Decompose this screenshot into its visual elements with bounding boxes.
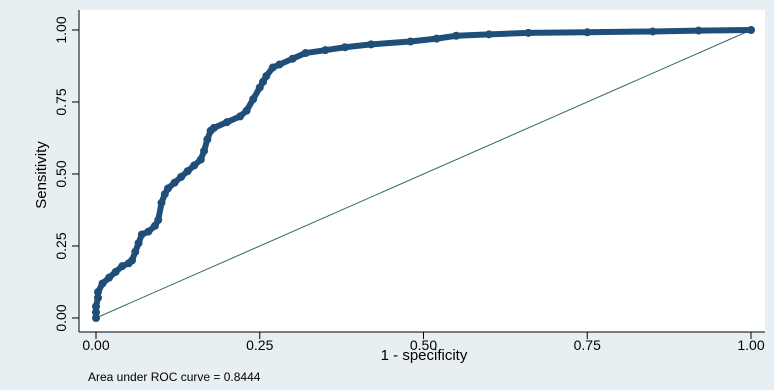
roc-point xyxy=(196,155,205,164)
roc-point xyxy=(164,184,173,193)
roc-point xyxy=(157,198,166,207)
y-axis-title: Sensitivity xyxy=(33,141,50,209)
x-tick-label: 0.00 xyxy=(82,337,109,353)
auc-note: Area under ROC curve = 0.8444 xyxy=(88,370,261,384)
roc-point xyxy=(183,167,192,176)
roc-point xyxy=(583,28,592,37)
y-tick-label: 0.00 xyxy=(53,304,69,331)
x-tick-label: 0.50 xyxy=(410,337,437,353)
roc-point xyxy=(98,279,107,288)
roc-point xyxy=(144,227,153,236)
x-tick-label: 1.00 xyxy=(737,337,764,353)
roc-point xyxy=(134,239,143,248)
roc-point xyxy=(367,40,376,49)
roc-point xyxy=(93,288,102,297)
roc-point xyxy=(242,106,251,115)
y-tick-label: 1.00 xyxy=(53,16,69,43)
roc-point xyxy=(170,178,179,187)
roc-point xyxy=(747,26,755,34)
roc-point xyxy=(485,30,493,39)
roc-point xyxy=(92,302,100,311)
roc-point xyxy=(128,256,137,265)
roc-point xyxy=(432,34,441,43)
y-tick-label: 0.75 xyxy=(53,88,69,115)
roc-point xyxy=(137,230,146,239)
roc-point xyxy=(92,314,100,322)
roc-point xyxy=(262,72,271,81)
plot-area xyxy=(79,10,765,332)
roc-point xyxy=(154,216,163,225)
roc-point xyxy=(131,247,140,256)
series-layer xyxy=(92,26,755,322)
roc-point xyxy=(321,46,330,55)
roc-point xyxy=(452,31,461,40)
y-tick-label: 0.50 xyxy=(53,160,69,187)
roc-point xyxy=(694,26,703,35)
x-axis-title: 1 - specificity xyxy=(381,347,468,364)
roc-point xyxy=(105,273,114,282)
roc-point xyxy=(200,146,209,155)
roc-point xyxy=(118,262,127,271)
roc-point xyxy=(177,172,186,181)
x-tick-label: 0.25 xyxy=(246,337,273,353)
roc-point xyxy=(648,27,657,36)
roc-point xyxy=(275,60,284,69)
reference-line xyxy=(95,29,752,319)
y-ticks: 0.00 0.25 0.50 0.75 1.00 xyxy=(53,16,79,332)
roc-point xyxy=(268,63,277,72)
x-tick-label: 0.75 xyxy=(574,337,601,353)
roc-point xyxy=(301,49,310,58)
roc-point xyxy=(524,28,533,37)
roc-point xyxy=(288,54,297,63)
roc-point xyxy=(236,112,245,121)
roc-point xyxy=(203,135,212,144)
roc-point xyxy=(93,293,102,302)
roc-point xyxy=(340,43,349,52)
roc-point xyxy=(209,123,218,132)
roc-point xyxy=(92,308,100,317)
roc-point xyxy=(190,161,199,170)
roc-point xyxy=(249,95,258,104)
y-tick-label: 0.25 xyxy=(53,232,69,259)
x-ticks: 0.00 0.25 0.50 0.75 1.00 xyxy=(82,332,765,353)
roc-point xyxy=(111,267,120,276)
roc-point xyxy=(406,37,415,46)
roc-point xyxy=(223,118,231,127)
